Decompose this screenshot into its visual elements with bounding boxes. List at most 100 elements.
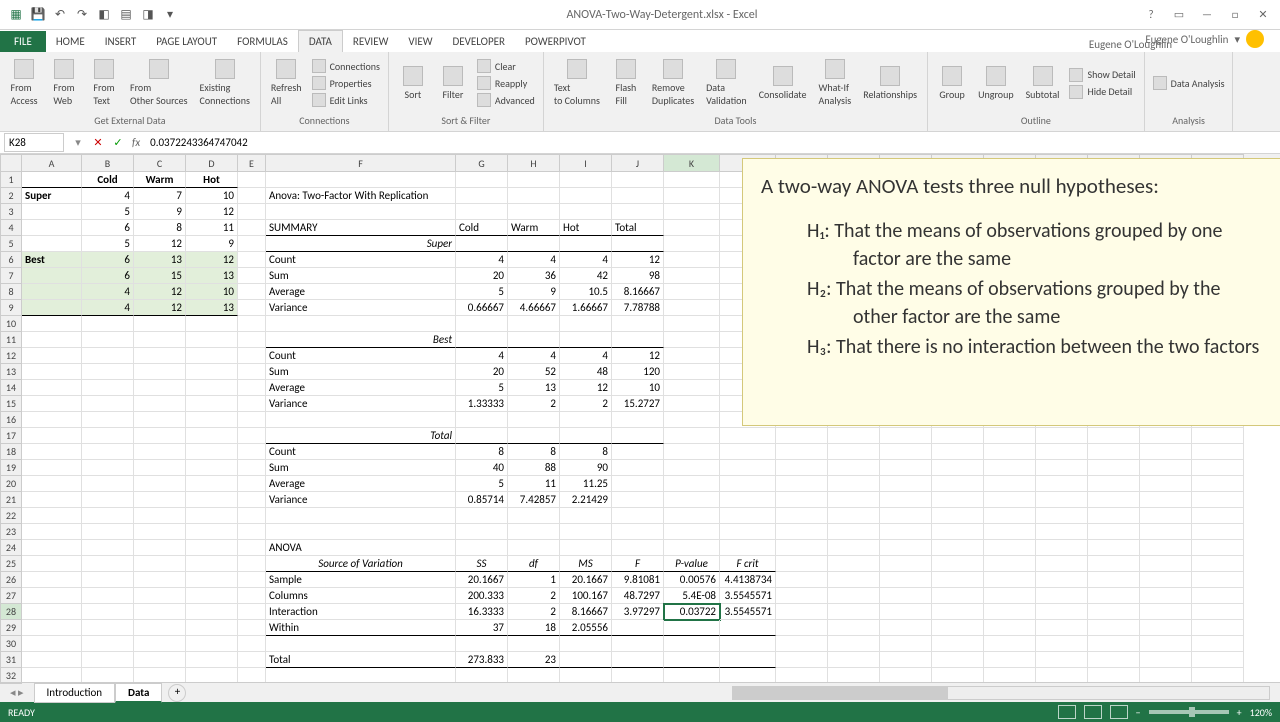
cell-R18[interactable] xyxy=(1036,444,1088,460)
cell-K31[interactable] xyxy=(664,652,720,668)
cell-A14[interactable] xyxy=(22,380,82,396)
row-header-15[interactable]: 15 xyxy=(0,396,22,412)
cell-F31[interactable]: Total xyxy=(266,652,456,668)
cell-I28[interactable]: 8.16667 xyxy=(560,604,612,620)
cell-G9[interactable]: 0.66667 xyxy=(456,300,508,316)
ribbon-from-text-button[interactable]: FromText xyxy=(86,57,122,109)
cell-J24[interactable] xyxy=(612,540,664,556)
row-header-18[interactable]: 18 xyxy=(0,444,22,460)
tab-home[interactable]: HOME xyxy=(46,31,95,52)
cell-G28[interactable]: 16.3333 xyxy=(456,604,508,620)
cell-O27[interactable] xyxy=(880,588,932,604)
cell-N32[interactable] xyxy=(828,668,880,682)
cell-I30[interactable] xyxy=(560,636,612,652)
tab-view[interactable]: VIEW xyxy=(398,31,442,52)
cell-T29[interactable] xyxy=(1140,620,1192,636)
ribbon-properties-button[interactable]: Properties xyxy=(310,75,382,91)
cell-B28[interactable] xyxy=(82,604,134,620)
cell-S28[interactable] xyxy=(1088,604,1140,620)
cell-G3[interactable] xyxy=(456,204,508,220)
cell-S32[interactable] xyxy=(1088,668,1140,682)
cell-C31[interactable] xyxy=(134,652,186,668)
cell-N18[interactable] xyxy=(828,444,880,460)
row-header-5[interactable]: 5 xyxy=(0,236,22,252)
cell-C16[interactable] xyxy=(134,412,186,428)
cell-F19[interactable]: Sum xyxy=(266,460,456,476)
cell-A30[interactable] xyxy=(22,636,82,652)
cell-K32[interactable] xyxy=(664,668,720,682)
col-header-D[interactable]: D xyxy=(186,154,238,172)
row-header-29[interactable]: 29 xyxy=(0,620,22,636)
cell-A23[interactable] xyxy=(22,524,82,540)
cell-L23[interactable] xyxy=(720,524,776,540)
ribbon-connections-button[interactable]: Connections xyxy=(310,58,382,74)
cell-T31[interactable] xyxy=(1140,652,1192,668)
cell-L17[interactable] xyxy=(720,428,776,444)
cell-I20[interactable]: 11.25 xyxy=(560,476,612,492)
cell-I25[interactable]: MS xyxy=(560,556,612,572)
cell-I29[interactable]: 2.05556 xyxy=(560,620,612,636)
cell-B4[interactable]: 6 xyxy=(82,220,134,236)
cell-I21[interactable]: 2.21429 xyxy=(560,492,612,508)
cell-S24[interactable] xyxy=(1088,540,1140,556)
cell-B26[interactable] xyxy=(82,572,134,588)
cell-K4[interactable] xyxy=(664,220,720,236)
cell-E5[interactable] xyxy=(238,236,266,252)
row-header-26[interactable]: 26 xyxy=(0,572,22,588)
cell-G12[interactable]: 4 xyxy=(456,348,508,364)
cell-K29[interactable] xyxy=(664,620,720,636)
cell-F16[interactable] xyxy=(266,412,456,428)
cell-G7[interactable]: 20 xyxy=(456,268,508,284)
cell-S22[interactable] xyxy=(1088,508,1140,524)
help-icon[interactable]: ? xyxy=(1138,5,1164,25)
cell-A16[interactable] xyxy=(22,412,82,428)
cell-P21[interactable] xyxy=(932,492,984,508)
cell-F18[interactable]: Count xyxy=(266,444,456,460)
cell-B21[interactable] xyxy=(82,492,134,508)
cell-G27[interactable]: 200.333 xyxy=(456,588,508,604)
ribbon-collapse-icon[interactable]: ▭ xyxy=(1166,5,1192,25)
cell-R17[interactable] xyxy=(1036,428,1088,444)
row-header-30[interactable]: 30 xyxy=(0,636,22,652)
cell-D26[interactable] xyxy=(186,572,238,588)
ribbon-consolidate-button[interactable]: Consolidate xyxy=(755,64,811,103)
cell-S18[interactable] xyxy=(1088,444,1140,460)
cell-G21[interactable]: 0.85714 xyxy=(456,492,508,508)
cell-R20[interactable] xyxy=(1036,476,1088,492)
cell-P17[interactable] xyxy=(932,428,984,444)
cell-R23[interactable] xyxy=(1036,524,1088,540)
cell-E18[interactable] xyxy=(238,444,266,460)
cell-H19[interactable]: 88 xyxy=(508,460,560,476)
cell-C15[interactable] xyxy=(134,396,186,412)
cell-J27[interactable]: 48.7297 xyxy=(612,588,664,604)
cell-D15[interactable] xyxy=(186,396,238,412)
cell-I22[interactable] xyxy=(560,508,612,524)
cell-S23[interactable] xyxy=(1088,524,1140,540)
cell-O28[interactable] xyxy=(880,604,932,620)
fx-label[interactable]: fx xyxy=(128,136,144,149)
cell-G1[interactable] xyxy=(456,172,508,188)
cell-C26[interactable] xyxy=(134,572,186,588)
cell-T21[interactable] xyxy=(1140,492,1192,508)
cell-R24[interactable] xyxy=(1036,540,1088,556)
row-header-2[interactable]: 2 xyxy=(0,188,22,204)
sheet-tab-data[interactable]: Data xyxy=(115,683,162,703)
cell-H21[interactable]: 7.42857 xyxy=(508,492,560,508)
cell-B31[interactable] xyxy=(82,652,134,668)
cell-D20[interactable] xyxy=(186,476,238,492)
cell-O23[interactable] xyxy=(880,524,932,540)
cell-I11[interactable] xyxy=(560,332,612,348)
cell-L24[interactable] xyxy=(720,540,776,556)
cell-P19[interactable] xyxy=(932,460,984,476)
cell-R28[interactable] xyxy=(1036,604,1088,620)
cell-E7[interactable] xyxy=(238,268,266,284)
cell-I26[interactable]: 20.1667 xyxy=(560,572,612,588)
cell-C1[interactable]: Warm xyxy=(134,172,186,188)
cell-B12[interactable] xyxy=(82,348,134,364)
cell-Q20[interactable] xyxy=(984,476,1036,492)
cell-D21[interactable] xyxy=(186,492,238,508)
cell-F2[interactable]: Anova: Two-Factor With Replication xyxy=(266,188,456,204)
add-sheet-button[interactable]: + xyxy=(168,684,186,702)
cell-K20[interactable] xyxy=(664,476,720,492)
cell-S19[interactable] xyxy=(1088,460,1140,476)
